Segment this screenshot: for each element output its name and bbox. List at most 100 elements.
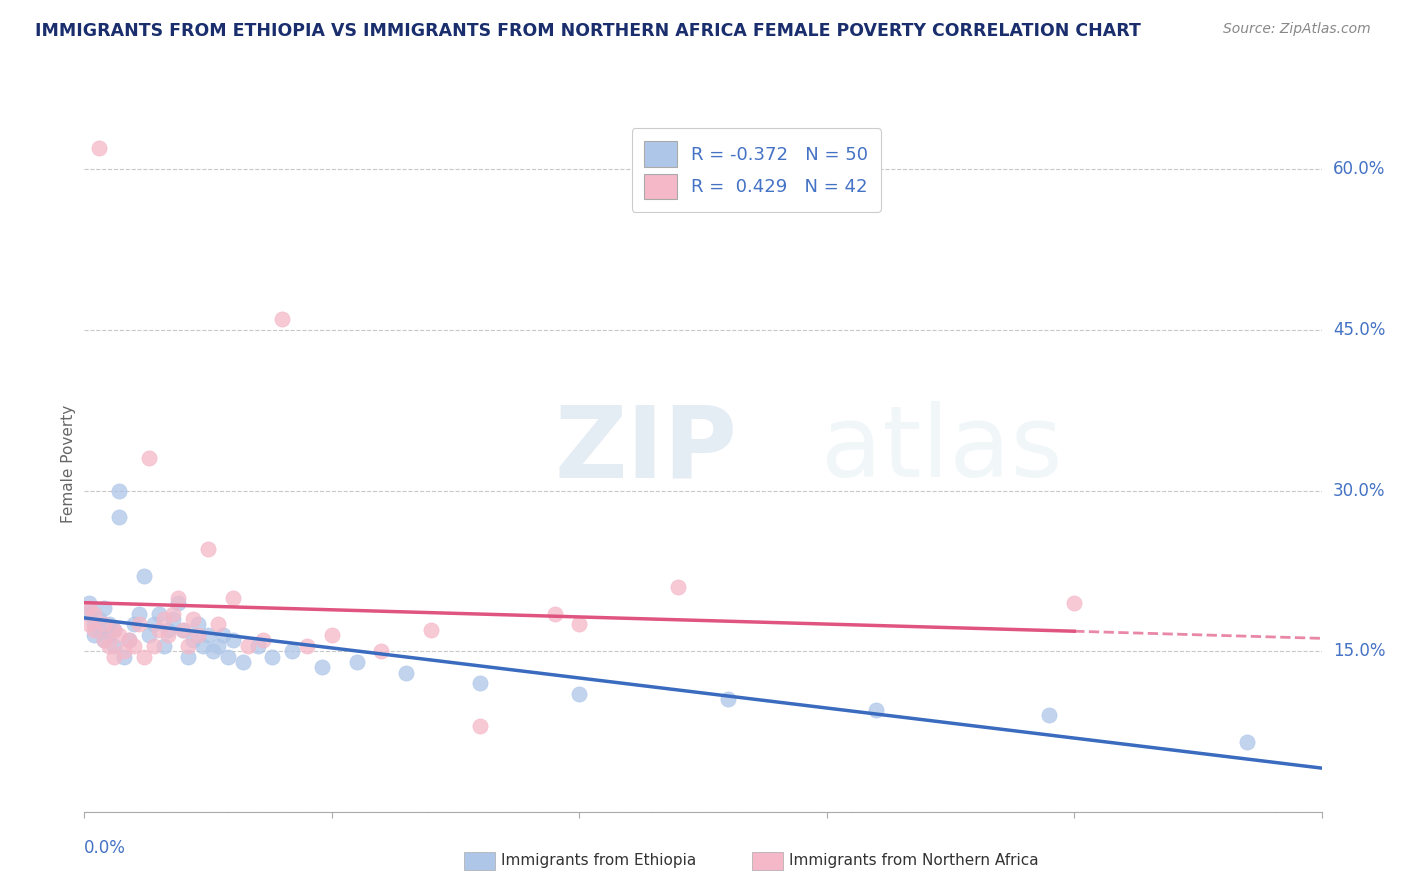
Point — [93, 633, 115, 648]
Point — [717, 692, 740, 706]
Point — [232, 655, 254, 669]
Point — [138, 451, 160, 466]
Point — [295, 639, 318, 653]
Point — [568, 687, 591, 701]
Point — [172, 623, 194, 637]
Point — [83, 628, 105, 642]
Point — [79, 617, 101, 632]
Point — [93, 617, 115, 632]
Point — [321, 628, 343, 642]
Point — [212, 628, 235, 642]
Point — [222, 633, 245, 648]
Point — [177, 649, 200, 664]
Point — [89, 612, 111, 626]
Point — [470, 719, 492, 733]
Text: 45.0%: 45.0% — [1333, 321, 1385, 339]
Point — [148, 623, 170, 637]
Point — [1063, 596, 1085, 610]
Point — [167, 591, 190, 605]
Point — [89, 623, 111, 637]
Point — [79, 596, 101, 610]
Point — [252, 633, 274, 648]
Point — [217, 649, 239, 664]
Point — [93, 601, 115, 615]
Text: IMMIGRANTS FROM ETHIOPIA VS IMMIGRANTS FROM NORTHERN AFRICA FEMALE POVERTY CORRE: IMMIGRANTS FROM ETHIOPIA VS IMMIGRANTS F… — [35, 22, 1142, 40]
Point — [118, 633, 141, 648]
Point — [543, 607, 565, 621]
Point — [191, 639, 214, 653]
Point — [172, 623, 194, 637]
Text: Immigrants from Northern Africa: Immigrants from Northern Africa — [789, 854, 1039, 868]
Point — [108, 510, 131, 524]
Point — [1236, 735, 1258, 749]
Point — [98, 628, 121, 642]
Point — [346, 655, 368, 669]
Point — [103, 623, 125, 637]
Point — [89, 141, 111, 155]
Point — [181, 633, 204, 648]
Point — [122, 617, 145, 632]
Text: 15.0%: 15.0% — [1333, 642, 1385, 660]
Point — [236, 639, 259, 653]
Point — [93, 633, 115, 648]
Point — [202, 644, 225, 658]
Point — [207, 639, 229, 653]
Point — [98, 617, 121, 632]
Point — [187, 628, 209, 642]
Text: Source: ZipAtlas.com: Source: ZipAtlas.com — [1223, 22, 1371, 37]
Point — [83, 623, 105, 637]
Point — [157, 628, 180, 642]
Point — [79, 607, 101, 621]
Text: Immigrants from Ethiopia: Immigrants from Ethiopia — [501, 854, 696, 868]
Point — [157, 623, 180, 637]
Point — [83, 607, 105, 621]
Point — [103, 649, 125, 664]
Point — [395, 665, 418, 680]
Point — [311, 660, 333, 674]
Point — [246, 639, 269, 653]
Point — [128, 607, 150, 621]
Point — [181, 612, 204, 626]
Point — [162, 607, 184, 621]
Y-axis label: Female Poverty: Female Poverty — [60, 405, 76, 523]
Point — [865, 703, 887, 717]
Point — [103, 623, 125, 637]
Point — [271, 312, 294, 326]
Point — [1038, 708, 1060, 723]
Point — [207, 617, 229, 632]
Legend: R = -0.372   N = 50, R =  0.429   N = 42: R = -0.372 N = 50, R = 0.429 N = 42 — [631, 128, 880, 212]
Point — [103, 639, 125, 653]
Point — [83, 617, 105, 632]
Text: 60.0%: 60.0% — [1333, 161, 1385, 178]
Point — [177, 639, 200, 653]
Text: ZIP: ZIP — [554, 401, 737, 499]
Point — [79, 601, 101, 615]
Point — [128, 617, 150, 632]
Point — [162, 612, 184, 626]
Point — [112, 649, 135, 664]
Text: 0.0%: 0.0% — [84, 839, 127, 857]
Point — [370, 644, 392, 658]
Point — [197, 628, 219, 642]
Point — [197, 542, 219, 557]
Text: 30.0%: 30.0% — [1333, 482, 1385, 500]
Point — [281, 644, 304, 658]
Point — [122, 639, 145, 653]
Point — [222, 591, 245, 605]
Point — [132, 649, 155, 664]
Point — [148, 607, 170, 621]
Point — [419, 623, 441, 637]
Point — [138, 628, 160, 642]
Point — [666, 580, 689, 594]
Point — [167, 596, 190, 610]
Point — [142, 639, 165, 653]
Point — [187, 617, 209, 632]
Point — [262, 649, 284, 664]
Point — [152, 612, 174, 626]
Point — [112, 644, 135, 658]
Point — [108, 483, 131, 498]
Point — [142, 617, 165, 632]
Point — [118, 633, 141, 648]
Text: atlas: atlas — [821, 401, 1062, 499]
Point — [152, 639, 174, 653]
